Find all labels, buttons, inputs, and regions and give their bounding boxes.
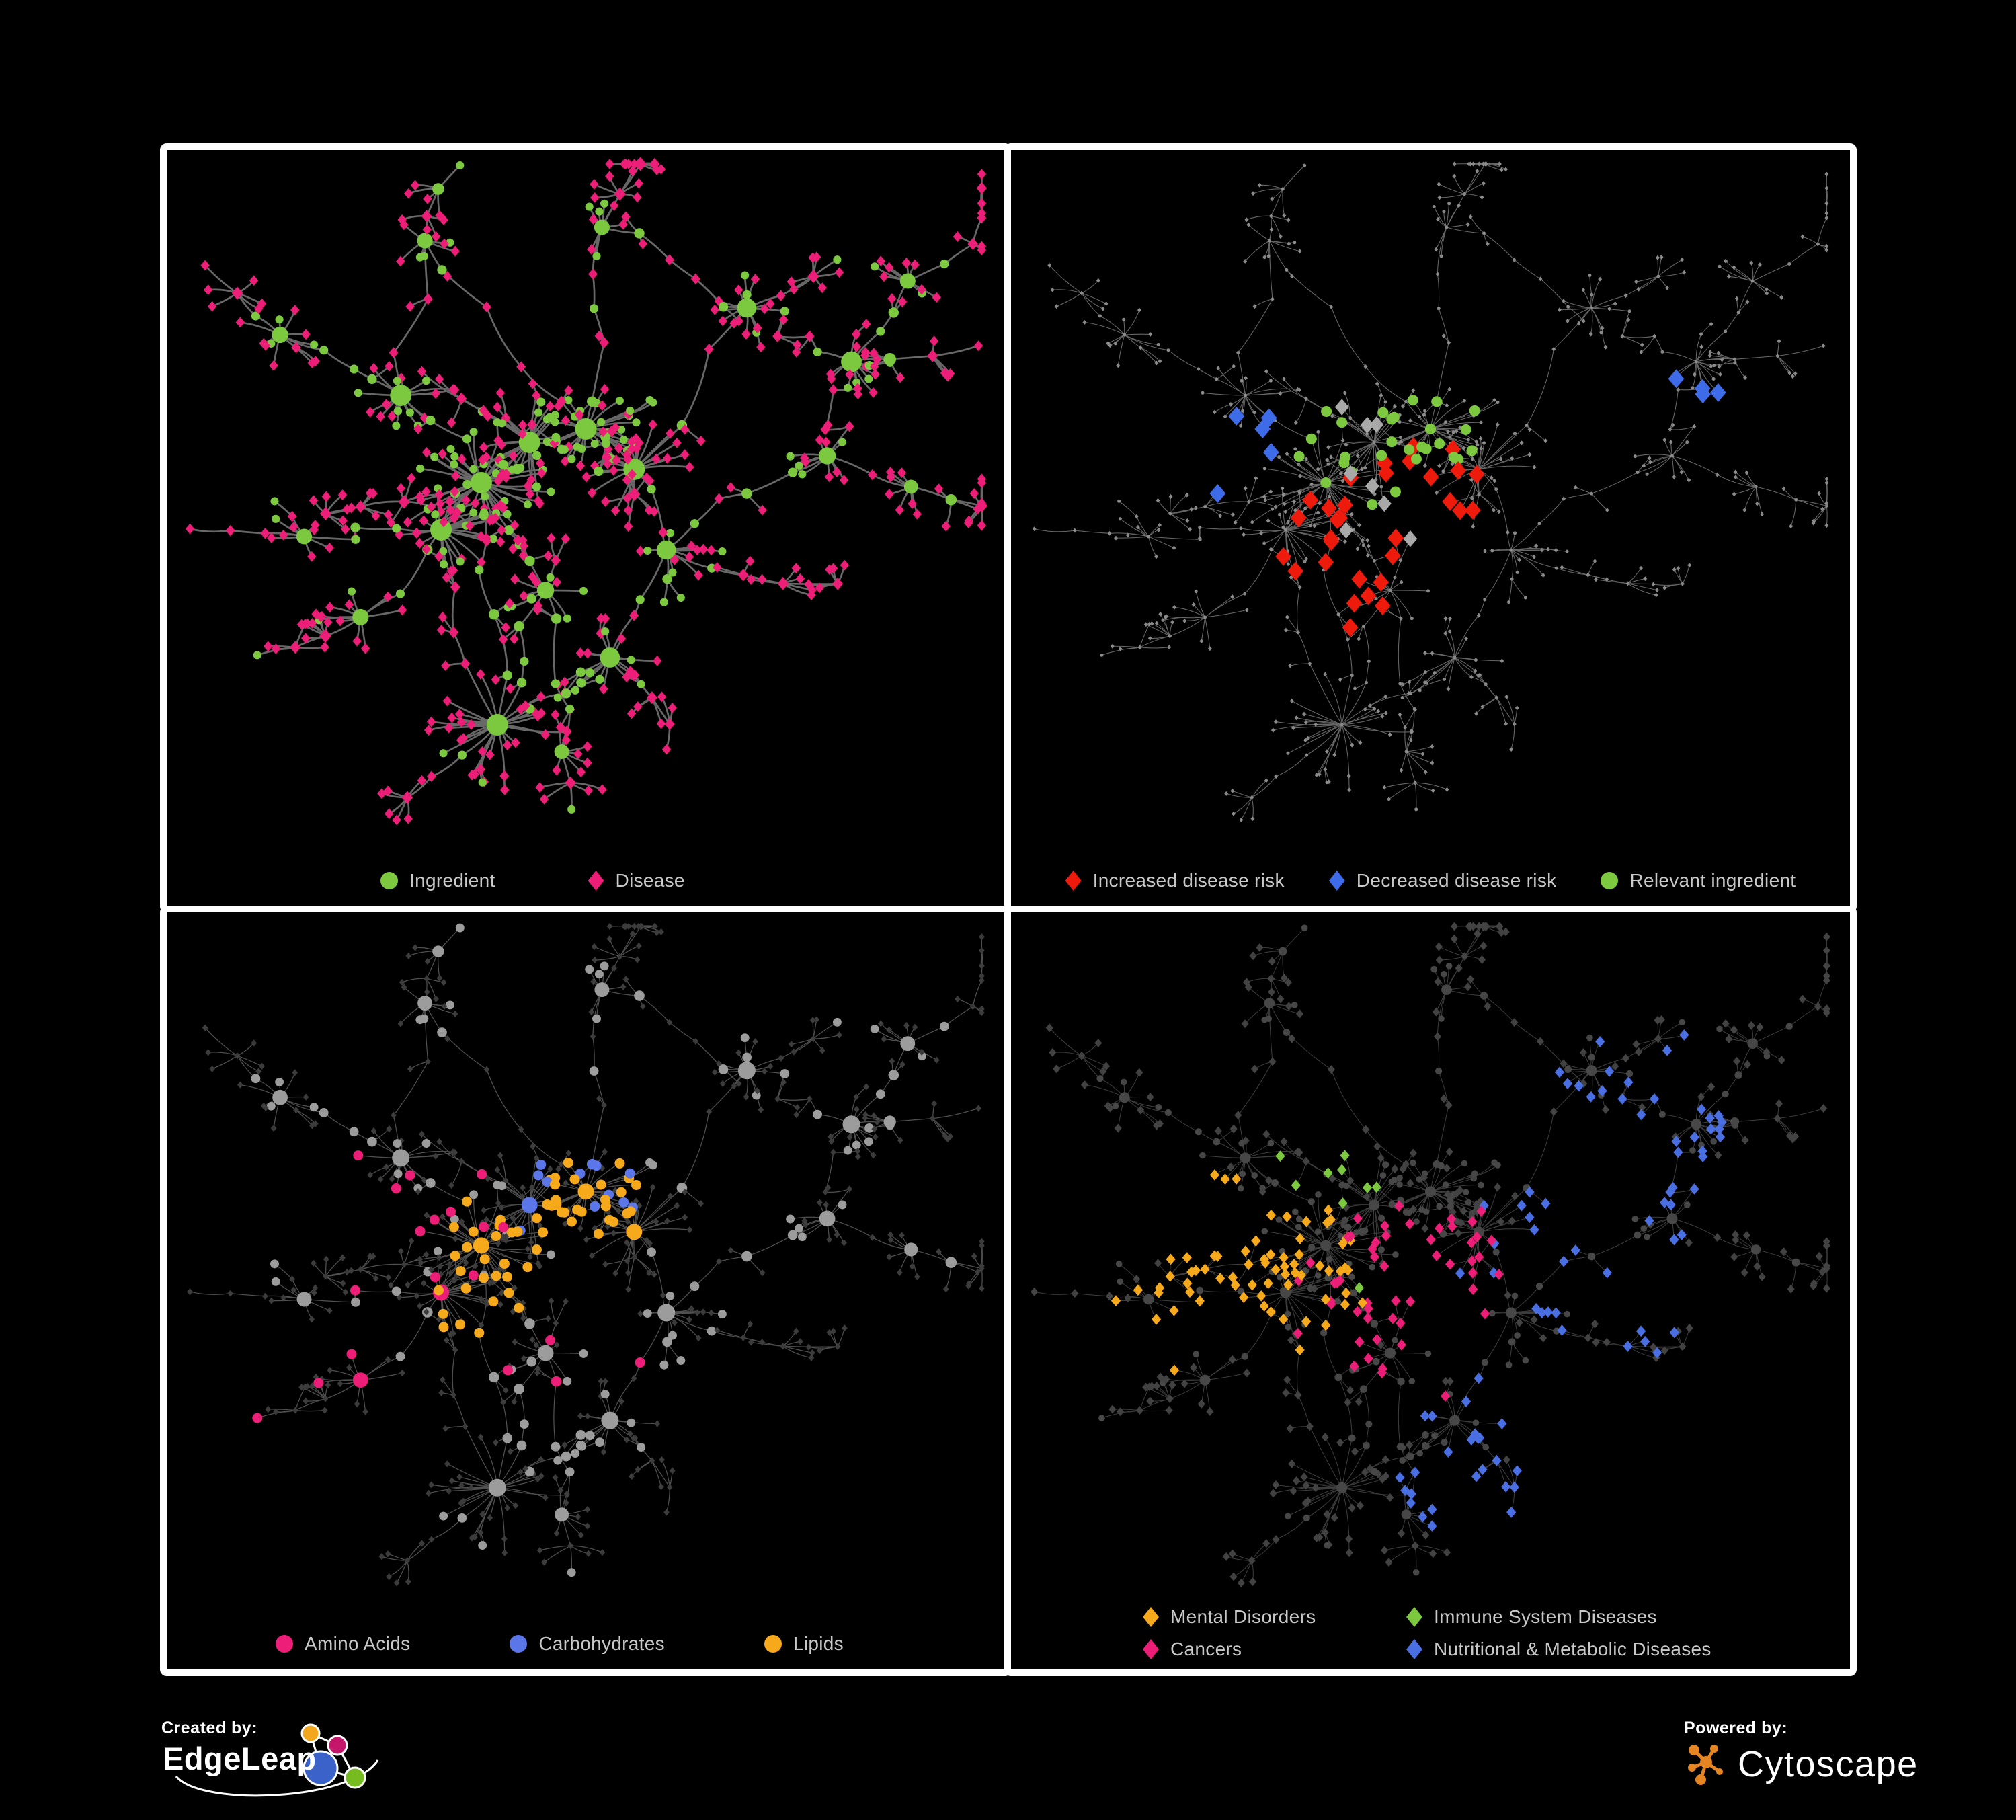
legend-label: Amino Acids bbox=[305, 1633, 411, 1654]
mental-disorders-swatch-icon bbox=[1143, 1607, 1159, 1627]
network-svg-disease-categories bbox=[1031, 922, 1830, 1587]
network-nodes bbox=[185, 157, 988, 826]
network-highlighted-nodes bbox=[1209, 369, 1726, 637]
increased-risk-swatch-icon bbox=[1065, 871, 1082, 891]
relevant-ingredient-swatch-icon bbox=[1601, 872, 1619, 889]
panel-ingredient-disease: Ingredient Disease bbox=[160, 143, 1012, 913]
legend-ingredient-disease: Ingredient Disease bbox=[167, 870, 1005, 892]
legend-item: Immune System Diseases bbox=[1406, 1606, 1711, 1628]
edgeleap-credit: Created by: EdgeLeap bbox=[161, 1718, 390, 1813]
network-edges bbox=[1034, 925, 1828, 1583]
immune-diseases-swatch-icon bbox=[1406, 1607, 1422, 1627]
legend-item: Disease bbox=[588, 870, 685, 892]
network-svg-disease-risk bbox=[1032, 161, 1829, 822]
edgeleap-network-icon bbox=[175, 1723, 379, 1797]
legend-label: Relevant ingredient bbox=[1629, 870, 1796, 891]
network-highlighted-nodes bbox=[252, 1150, 645, 1423]
legend-label: Carbohydrates bbox=[538, 1633, 665, 1654]
network-nodes bbox=[187, 922, 985, 1587]
legend-label: Mental Disorders bbox=[1170, 1606, 1316, 1627]
network-edges bbox=[1034, 163, 1828, 820]
panel-disease-risk: Increased disease risk Decreased disease… bbox=[1004, 143, 1857, 913]
powered-by-label: Powered by: bbox=[1684, 1718, 1788, 1737]
created-by-label: Created by: bbox=[161, 1718, 258, 1737]
carbohydrates-swatch-icon bbox=[510, 1635, 528, 1653]
legend-ingredient-classes: Amino Acids Carbohydrates Lipids bbox=[167, 1633, 1005, 1655]
legend-label: Nutritional & Metabolic Diseases bbox=[1434, 1638, 1711, 1659]
network-svg-ingredient-classes bbox=[187, 922, 985, 1587]
legend-label: Lipids bbox=[793, 1633, 844, 1654]
network-nodes bbox=[1032, 161, 1829, 822]
lipids-swatch-icon bbox=[764, 1635, 782, 1653]
nutritional-metabolic-swatch-icon bbox=[1406, 1639, 1422, 1659]
legend-label: Increased disease risk bbox=[1092, 870, 1285, 891]
network-nodes bbox=[1031, 922, 1830, 1587]
legend-label: Decreased disease risk bbox=[1356, 870, 1557, 891]
edgeleap-logo-text: EdgeLeap bbox=[163, 1741, 317, 1776]
legend-label: Immune System Diseases bbox=[1434, 1606, 1657, 1627]
legend-item: Cancers bbox=[1143, 1638, 1406, 1660]
legend-item: Relevant ingredient bbox=[1601, 870, 1796, 892]
decreased-risk-swatch-icon bbox=[1328, 871, 1345, 891]
legend-item: Ingredient bbox=[380, 870, 495, 892]
legend-item: Mental Disorders bbox=[1143, 1606, 1406, 1628]
legend-label: Cancers bbox=[1170, 1638, 1242, 1659]
panel-ingredient-classes: Amino Acids Carbohydrates Lipids bbox=[160, 906, 1012, 1676]
legend-item: Nutritional & Metabolic Diseases bbox=[1406, 1638, 1711, 1660]
cytoscape-logo-text: Cytoscape bbox=[1738, 1744, 1919, 1784]
network-svg-ingredient-disease bbox=[185, 157, 988, 826]
legend-item: Amino Acids bbox=[276, 1633, 410, 1655]
legend-label: Ingredient bbox=[409, 870, 495, 891]
cancers-swatch-icon bbox=[1143, 1639, 1159, 1659]
legend-item: Carbohydrates bbox=[510, 1633, 665, 1655]
network-edges bbox=[190, 925, 983, 1583]
panel-disease-categories: Mental Disorders Immune System Diseases … bbox=[1004, 906, 1857, 1676]
legend-item: Lipids bbox=[764, 1633, 844, 1655]
cytoscape-logo-icon bbox=[1688, 1745, 1723, 1785]
legend-label: Disease bbox=[615, 870, 685, 891]
legend-disease-risk: Increased disease risk Decreased disease… bbox=[1011, 870, 1850, 892]
ingredient-swatch-icon bbox=[380, 872, 398, 889]
amino-acids-swatch-icon bbox=[276, 1635, 293, 1653]
network-edges bbox=[190, 162, 983, 821]
legend-disease-categories: Mental Disorders Immune System Diseases … bbox=[1143, 1606, 1711, 1660]
disease-swatch-icon bbox=[588, 871, 604, 891]
legend-item: Decreased disease risk bbox=[1328, 870, 1557, 892]
legend-item: Increased disease risk bbox=[1065, 870, 1285, 892]
cytoscape-credit: Powered by: Cytoscape bbox=[1684, 1718, 1966, 1813]
